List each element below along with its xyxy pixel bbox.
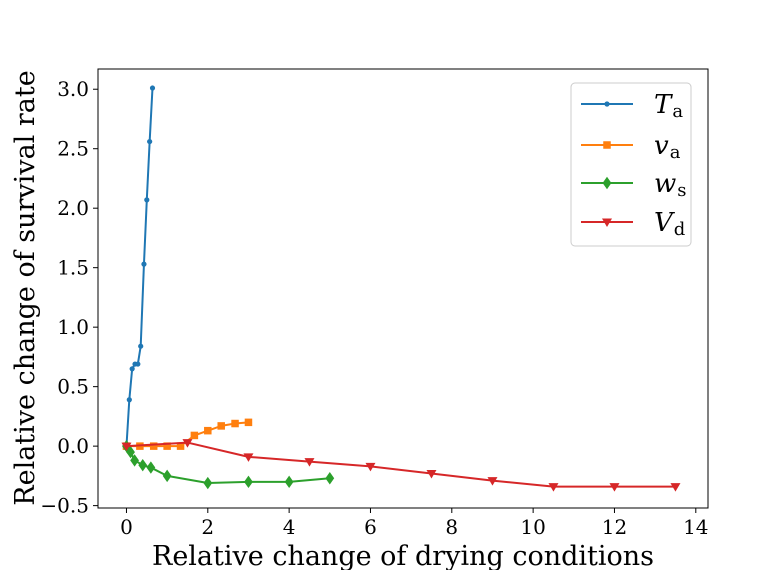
x-axis-label: Relative change of drying conditions [152,541,654,570]
data-point [190,431,199,440]
data-point [365,462,376,472]
data-point [162,469,172,483]
legend-entry: Vd [581,208,685,240]
legend-entry: ws [581,169,687,201]
data-point [670,483,681,492]
data-point [126,397,132,403]
data-point [231,419,239,428]
data-point [548,483,559,492]
data-point [284,475,294,489]
data-point [149,85,156,91]
legend-label: Ta [654,90,683,122]
legend-label: Vd [654,208,685,240]
data-point [163,442,171,450]
series-4 [121,439,681,492]
data-point [609,483,620,492]
data-point [487,477,498,486]
data-point [126,445,135,459]
legend-subscript: a [670,142,681,163]
x-tick-label: 6 [364,515,377,539]
data-point [138,343,144,349]
data-point [426,469,437,479]
x-tick-label: 4 [283,515,296,539]
y-tick-label: 0.5 [57,375,89,399]
legend-marker [603,141,611,149]
data-point [149,442,158,450]
data-point [217,422,225,430]
legend-symbol: V [654,208,675,238]
series-line [126,441,676,488]
data-point [204,426,212,435]
legend-subscript: d [674,219,686,240]
data-point [141,261,147,267]
legend-marker [602,176,612,190]
x-tick-label: 10 [520,515,545,539]
legend-entry: Ta [581,90,683,122]
legend-symbol: T [654,90,673,120]
x-tick-label: 2 [201,515,214,539]
y-tick-label: 2.5 [57,137,89,161]
data-point [304,458,315,467]
data-point [138,458,148,472]
legend-symbol: v [654,131,669,161]
legend-subscript: a [672,101,683,122]
x-tick-label: 14 [683,515,708,539]
data-point [243,453,254,462]
data-point [146,461,156,474]
y-tick-label: 0.0 [57,434,89,458]
x-tick-label: 0 [120,515,133,539]
data-point [244,418,253,427]
series-layer [121,85,681,492]
legend-label: va [654,131,681,163]
legend-marker [604,101,610,107]
y-tick-label: 1.5 [57,256,89,280]
ticks-layer: 0 2 4 6 8 10 12 14 −0.5 0.0 0.5 1.0 1.5 2.0 2.5 3.0 [40,77,708,539]
legend-label: ws [654,169,687,201]
legend-box [570,82,692,247]
x-tick-label: 8 [445,515,458,539]
data-point [244,475,253,489]
x-tick-label: 12 [602,515,627,539]
y-axis-label: Relative change of survival rate [10,70,41,505]
data-point [325,472,335,485]
y-tick-label: 1.0 [57,315,89,339]
data-point [203,476,213,490]
legend-symbol: w [654,169,676,199]
plot-area-frame [97,68,709,509]
legend-entry: va [581,131,681,163]
data-point [144,197,150,203]
data-point [147,138,153,145]
data-point [130,454,139,467]
data-point [176,442,185,450]
data-point [135,361,141,367]
legend-subscript: s [677,180,686,201]
legend-marker [602,218,612,227]
y-tick-label: 2.0 [57,196,89,220]
y-tick-label: 3.0 [57,77,89,101]
data-point [121,442,132,452]
series-line [125,445,330,485]
data-point [182,439,193,448]
data-point [129,366,135,372]
y-tick-label: −0.5 [40,494,89,518]
series-line [125,87,154,447]
